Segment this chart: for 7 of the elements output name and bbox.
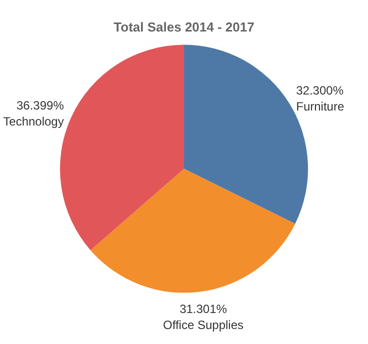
slice-label: Office Supplies	[163, 318, 244, 332]
data-label: 31.301%	[180, 302, 228, 316]
chart-title: Total Sales 2014 - 2017	[114, 19, 254, 34]
data-label: 36.399%	[16, 98, 64, 112]
data-label: 32.300%	[296, 83, 344, 98]
slice-label: Technology	[3, 114, 64, 128]
slice-label: Furniture	[296, 99, 344, 114]
